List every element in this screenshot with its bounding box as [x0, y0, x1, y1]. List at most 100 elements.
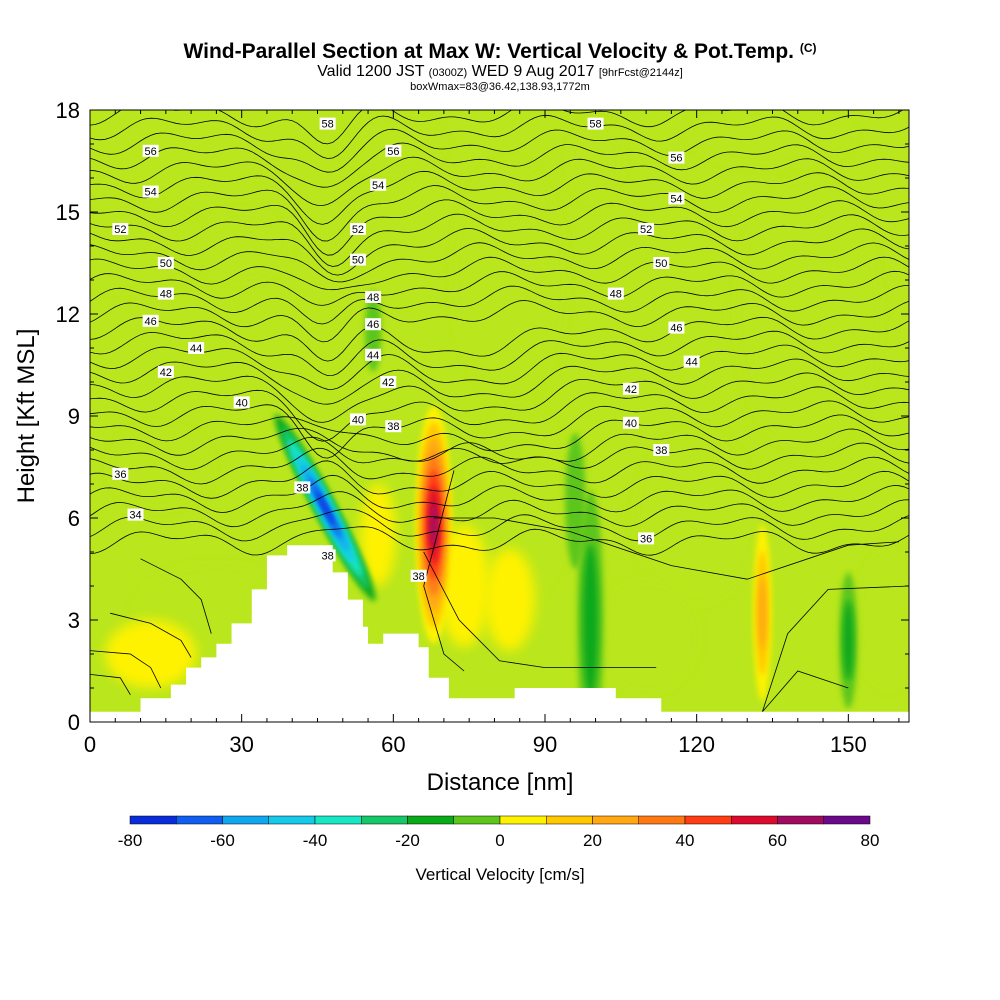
label-box — [653, 257, 670, 269]
y-axis-title: Height [Kft MSL] — [13, 329, 40, 504]
colorbar-swatch — [361, 815, 408, 825]
label-box — [365, 291, 382, 303]
theta-contour-line — [90, 526, 909, 556]
theta-contour-line — [90, 400, 909, 459]
label-box — [157, 287, 174, 300]
theta-contour-label: 38 — [319, 549, 336, 562]
theta-contour-label: 54 — [370, 178, 387, 192]
theta-contour-line — [90, 330, 909, 377]
label-text: 38 — [387, 421, 399, 433]
field-band — [454, 161, 566, 399]
theta-contour-label: 56 — [385, 144, 402, 158]
label-text: 46 — [145, 316, 157, 328]
theta-contour-label: 40 — [233, 396, 250, 409]
label-box — [638, 223, 655, 235]
velocity-core — [843, 600, 854, 681]
theta-contour-line — [90, 142, 909, 188]
label-box — [607, 287, 624, 300]
velocity-core — [315, 490, 335, 526]
terrain — [90, 545, 909, 722]
label-text: 48 — [610, 289, 622, 301]
theta-contour-label: 38 — [294, 481, 311, 494]
colorbar-swatch — [176, 815, 223, 825]
colorbar-title: Vertical Velocity [cm/s] — [415, 865, 584, 884]
velocity-core — [430, 502, 438, 548]
chart-title: Wind-Parallel Section at Max W: Vertical… — [183, 40, 817, 63]
field-band — [360, 484, 396, 586]
label-text: 40 — [352, 414, 364, 426]
theta-contour-line — [762, 670, 849, 713]
theta-contour-line — [762, 585, 909, 712]
theta-contour-label: 54 — [142, 185, 159, 199]
theta-contour-labels: 58 58 56 56 56 54 54 54 52 52 52 50 50 50 48 48 48 46 46 46… — [112, 117, 700, 583]
theta-contour-line — [90, 199, 909, 256]
label-box — [683, 355, 700, 368]
theta-contour-line — [90, 358, 909, 405]
label-text: 36 — [114, 469, 126, 481]
theta-contour-line — [90, 474, 909, 513]
label-box — [380, 376, 397, 388]
y-tick-label: 12 — [56, 302, 80, 327]
label-text: 54 — [145, 187, 157, 199]
theta-contour-label: 48 — [157, 287, 174, 301]
colorbar-swatch — [823, 815, 871, 825]
colorbar-swatch — [638, 815, 686, 825]
velocity-core — [565, 433, 586, 569]
y-tick-label: 18 — [56, 98, 80, 123]
colorbar-swatch — [268, 815, 316, 825]
label-box — [157, 365, 174, 378]
colorbar: -80 -60 -40 -20 0 20 40 60 80 — [118, 815, 879, 850]
theta-contour-line — [90, 285, 909, 325]
label-text: 40 — [625, 418, 637, 430]
theta-contour-line — [90, 650, 162, 689]
label-text: 54 — [670, 193, 682, 205]
theta-contour-label: 44 — [683, 355, 700, 369]
colorbar-swatch — [129, 815, 177, 825]
label-text: 42 — [625, 384, 637, 396]
velocity-core — [582, 544, 599, 696]
label-text: 50 — [352, 255, 364, 267]
label-box — [385, 144, 402, 157]
theta-contour-label: 48 — [607, 287, 624, 301]
label-box — [142, 314, 159, 327]
field-band — [570, 120, 621, 202]
theta-contour-label: 46 — [142, 314, 159, 328]
label-box — [370, 178, 387, 191]
label-text: 56 — [387, 146, 399, 158]
theta-contour-line — [90, 386, 909, 442]
theta-contour-line — [140, 558, 212, 634]
subtitle-utc: (0300Z) — [428, 67, 468, 79]
label-box — [410, 569, 427, 582]
theta-contour-label: 54 — [668, 192, 685, 205]
label-box — [142, 144, 159, 157]
theta-contour-label: 58 — [319, 117, 336, 131]
colorbar-tick-label: -60 — [210, 831, 235, 850]
label-text: 42 — [382, 377, 394, 389]
theta-contour-label: 42 — [380, 376, 397, 389]
theta-contour-label: 50 — [653, 257, 670, 270]
label-text: 54 — [372, 180, 384, 192]
label-box — [319, 549, 336, 562]
field-band — [342, 116, 444, 172]
label-box — [668, 192, 685, 205]
colorbar-tick-label: 0 — [495, 831, 504, 850]
theta-contour-line — [90, 300, 909, 343]
theta-contour-line — [90, 460, 909, 499]
label-text: 48 — [367, 292, 379, 304]
label-box — [349, 253, 366, 266]
label-box — [653, 444, 670, 456]
theta-contour-line — [90, 110, 904, 145]
label-text: 38 — [296, 482, 308, 494]
label-box — [233, 396, 250, 409]
field-band — [691, 110, 854, 165]
theta-contour-line — [423, 551, 657, 668]
label-box — [622, 416, 639, 429]
field-band — [438, 524, 490, 648]
colorbar-swatch — [546, 815, 593, 825]
x-tick-label: 90 — [533, 732, 557, 757]
title-block: Wind-Parallel Section at Max W: Vertical… — [0, 36, 1000, 94]
theta-contour-line — [90, 270, 909, 306]
theta-contour-label: 38 — [385, 420, 402, 433]
colorbar-tick-label: -40 — [303, 831, 328, 850]
x-tick-label: 120 — [678, 732, 715, 757]
